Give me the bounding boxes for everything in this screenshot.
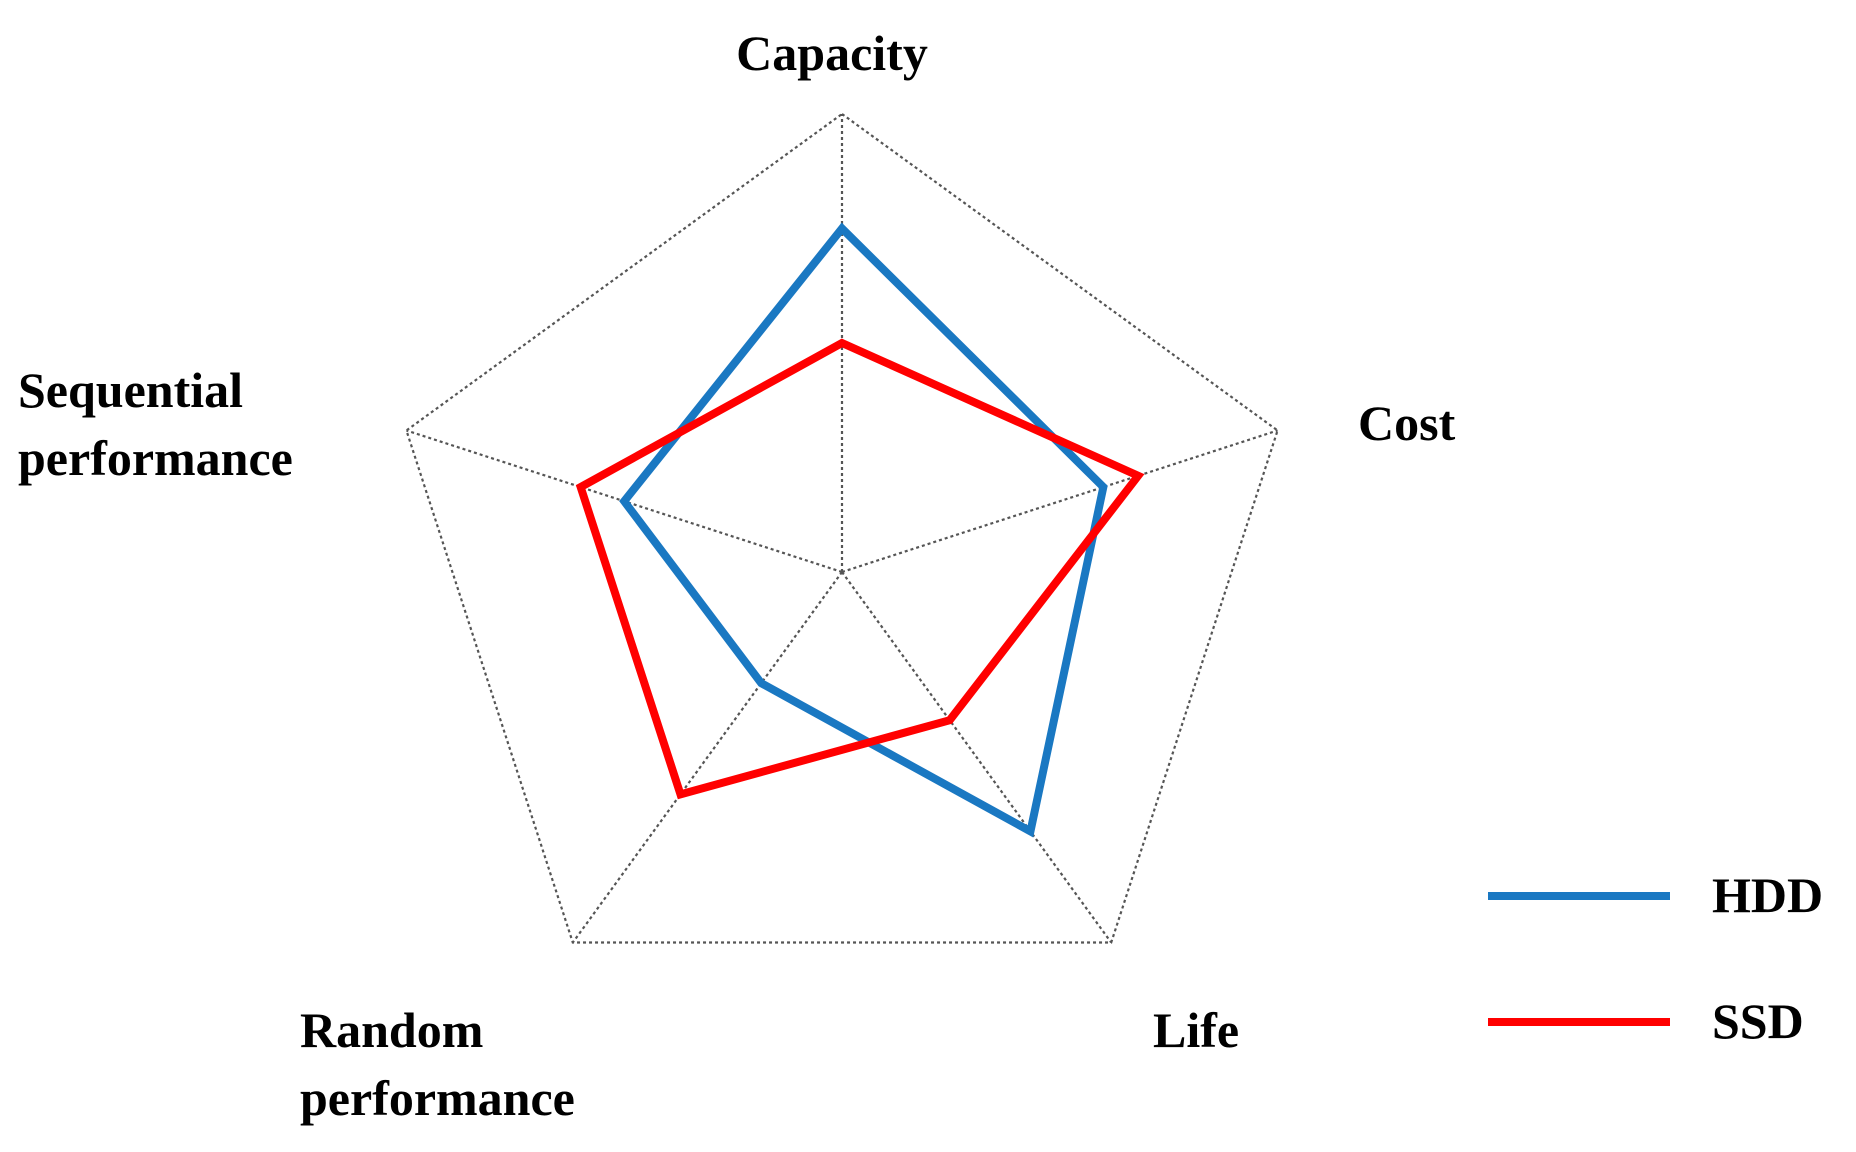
axis-label-sequential-line-1: performance xyxy=(18,430,293,486)
radar-outer-pentagon xyxy=(405,112,1279,944)
axis-label-random: Random performance xyxy=(300,1002,575,1126)
axis-label-cost: Cost xyxy=(1358,395,1456,451)
legend-label-ssd: SSD xyxy=(1712,993,1804,1049)
radar-grid xyxy=(405,112,1279,944)
axis-label-capacity-line-0: Capacity xyxy=(736,25,928,81)
series-ssd-line xyxy=(575,338,1145,800)
axis-spoke-random xyxy=(571,571,843,944)
axis-label-random-line-1: performance xyxy=(300,1070,575,1126)
axis-label-cost-line-0: Cost xyxy=(1358,395,1456,451)
axis-label-life-line-0: Life xyxy=(1153,1002,1239,1058)
axis-label-random-line-0: Random xyxy=(300,1002,483,1058)
axis-label-life: Life xyxy=(1153,1002,1239,1058)
axis-spoke-cost xyxy=(841,429,1278,574)
axis-spoke-life xyxy=(841,571,1113,944)
axis-label-sequential: Sequential performance xyxy=(18,362,293,486)
axis-label-sequential-line-0: Sequential xyxy=(18,362,243,418)
axis-label-capacity: Capacity xyxy=(736,25,928,81)
legend-label-hdd: HDD xyxy=(1712,867,1823,923)
legend: HDD SSD xyxy=(1488,867,1823,1049)
series-layer xyxy=(575,222,1145,838)
